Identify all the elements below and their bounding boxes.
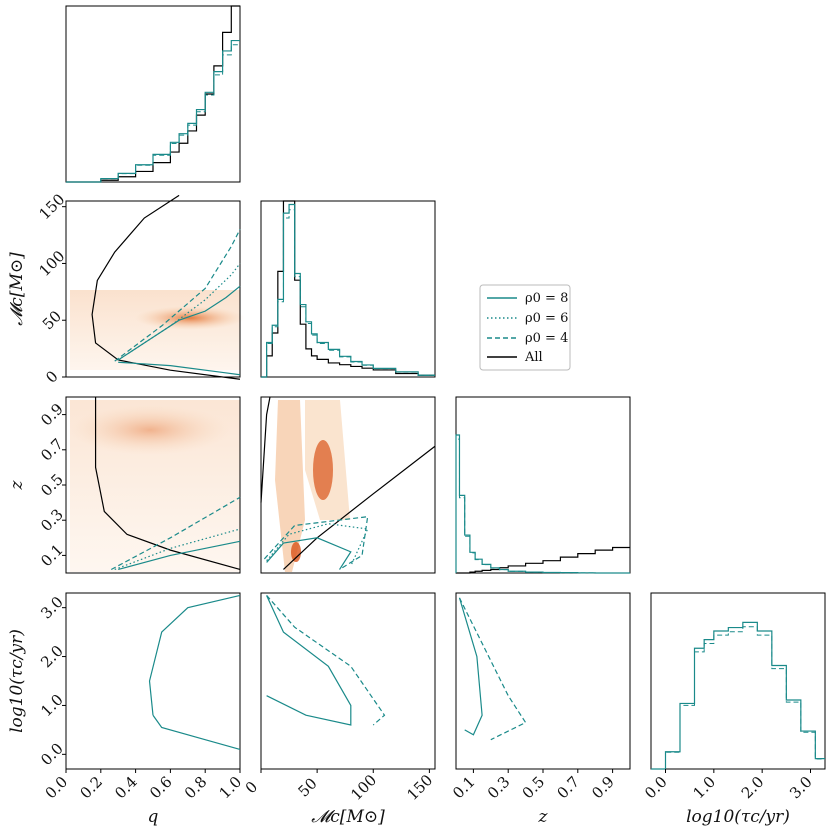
hist-mc-rho8 <box>261 203 435 378</box>
ytick-label-z-0.7: 0.7 <box>37 435 67 465</box>
contour-q-tau-rho8 <box>148 594 241 716</box>
hist-mc-rho4 <box>261 209 435 378</box>
legend-label-rho4: ρ0 = 4 <box>525 331 568 346</box>
panel-frame-q-q <box>65 5 241 183</box>
xtick-label-logtau-0.0: 0.0 <box>641 773 671 803</box>
hist-mc-all <box>261 200 435 378</box>
panel-frame-z-logtau <box>455 592 631 770</box>
contour-mc-z-all-low <box>260 396 271 503</box>
hist-q-rho4 <box>66 44 240 183</box>
legend-label-rho8: ρ0 = 8 <box>525 291 568 306</box>
contour-mc-z-all <box>283 445 436 570</box>
xtick-label-logtau-1.0: 1.0 <box>689 773 719 803</box>
xlabel-z: z <box>538 807 549 827</box>
legend: ρ0 = 8 ρ0 = 6 ρ0 = 4 All <box>479 284 571 371</box>
xtick-label-q-0.4: 0.4 <box>111 773 141 803</box>
xtick-label-z-0.1: 0.1 <box>449 773 479 803</box>
xtick-label-logtau-3.0: 3.0 <box>786 773 816 803</box>
contour-mc-z-rho6 <box>266 523 369 567</box>
panel-frame-q-logtau <box>65 592 241 770</box>
xtick-label-z-0.5: 0.5 <box>519 773 549 803</box>
xtick-label-q-1.0: 1.0 <box>216 773 246 803</box>
ytick-label-mc-100: 100 <box>36 247 69 280</box>
ytick-label-logtau-2.0: 2.0 <box>37 642 67 672</box>
density-q-mc-core <box>135 306 245 330</box>
xtick-label-q-0.8: 0.8 <box>181 773 211 803</box>
density-mc-z-core <box>313 440 333 500</box>
hist-q-rho8 <box>66 39 240 183</box>
xtick-label-q-0.0: 0.0 <box>42 773 72 803</box>
ytick-label-z-0.3: 0.3 <box>37 505 67 535</box>
hist-z-rho4 <box>455 438 630 574</box>
xlabel-logtau: log10(τc/yr) <box>686 807 790 827</box>
density-mc-z <box>275 400 305 572</box>
xtick-label-logtau-2.0: 2.0 <box>738 773 768 803</box>
ytick-label-logtau-3.0: 3.0 <box>37 593 67 623</box>
xtick-label-q-0.2: 0.2 <box>76 773 106 803</box>
ytick-label-mc-0: 0 <box>42 367 61 386</box>
xtick-label-mc-50: 50 <box>294 774 320 800</box>
hist-z-rho8 <box>455 434 630 574</box>
ylabel-logtau: log10(τc/yr) <box>7 629 27 733</box>
ytick-label-z-0.9: 0.9 <box>37 400 67 430</box>
contour-z-tau-rho8 <box>458 597 483 736</box>
density-q-z-core <box>70 405 230 455</box>
ytick-label-z-0.1: 0.1 <box>37 541 67 571</box>
panel-frame-mc-logtau <box>260 592 436 770</box>
ytick-label-logtau-1.0: 1.0 <box>37 691 67 721</box>
xtick-label-mc-150: 150 <box>403 771 436 804</box>
contour-q-mc-all <box>91 194 241 380</box>
contour-z-tau-rho4 <box>458 597 527 741</box>
contour-mc-tau-rho8 <box>266 595 352 726</box>
contour-q-mc-rho8 <box>117 285 241 361</box>
contour-q-mc-rho8-low <box>118 361 241 376</box>
xtick-label-z-0.7: 0.7 <box>553 773 583 803</box>
panel-frame-mc-z <box>260 396 436 574</box>
contour-q-tau-rho8-b <box>152 714 241 751</box>
contour-q-mc-rho4 <box>114 229 241 362</box>
hist-q-all <box>66 5 240 183</box>
legend-box <box>479 284 571 371</box>
contour-mc-z-rho8 <box>266 537 352 570</box>
density-mc-z-low <box>291 542 301 562</box>
hist-logtau-rho4 <box>651 626 825 770</box>
ylabel-z: z <box>7 479 27 490</box>
ytick-label-mc-50: 50 <box>39 307 65 333</box>
ytick-label-logtau-0.0: 0.0 <box>37 740 67 770</box>
hist-z-all <box>456 546 630 574</box>
density-layer <box>70 290 350 572</box>
ylabel-mc: 𝓜c[M⊙] <box>7 252 27 326</box>
hist-logtau-rho8 <box>651 621 825 770</box>
panel-frame-z-z <box>455 396 631 574</box>
labels: q 𝓜c[M⊙] z log10(τc/yr) 𝓜c[M⊙] z log10(τc/yr) <box>7 252 790 827</box>
xtick-label-mc-100: 100 <box>347 771 380 804</box>
legend-label-all: All <box>524 350 543 365</box>
xlabel-q: q <box>148 807 159 827</box>
curves <box>66 5 825 770</box>
xlabel-mc: 𝓜c[M⊙] <box>311 807 385 827</box>
xtick-label-q-0.6: 0.6 <box>146 773 176 803</box>
panels <box>65 5 826 770</box>
panel-frame-mc-mc <box>260 200 436 378</box>
xtick-label-z-0.3: 0.3 <box>484 773 514 803</box>
ytick-label-z-0.5: 0.5 <box>37 470 67 500</box>
density-q-mc <box>70 290 240 370</box>
panel-frame-logtau-logtau <box>650 592 826 770</box>
xtick-label-z-0.9: 0.9 <box>588 773 618 803</box>
contour-q-z-rho8 <box>118 540 241 571</box>
contour-mc-tau-rho4 <box>266 595 386 726</box>
panel-frame-q-mc <box>65 200 241 378</box>
contour-q-z-rho4 <box>110 496 241 571</box>
ytick-label-mc-150: 150 <box>36 190 69 223</box>
xtick-label-mc-0: 0 <box>242 778 261 797</box>
legend-label-rho6: ρ0 = 6 <box>525 311 568 326</box>
